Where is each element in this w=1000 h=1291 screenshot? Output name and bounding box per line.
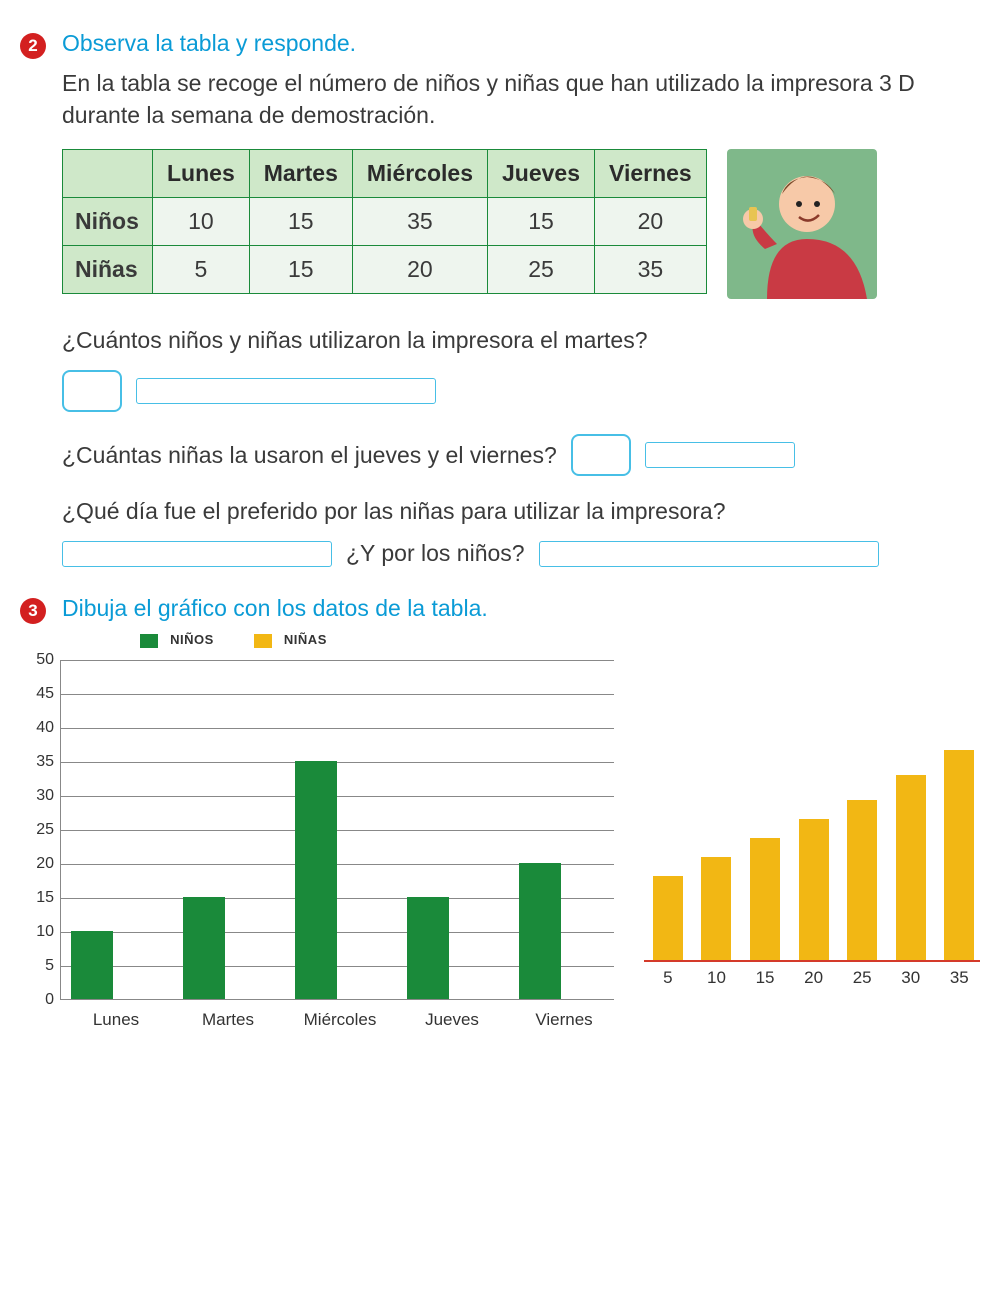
gridline <box>61 660 614 661</box>
table-row: Niños 10 15 35 15 20 <box>63 198 707 246</box>
table-cell: 15 <box>249 246 352 294</box>
main-bar-chart: 05101520253035404550LunesMartesMiércoles… <box>20 660 614 1040</box>
answer-box-long[interactable] <box>645 442 795 468</box>
exercise-header: 3 Dibuja el gráfico con los datos de la … <box>20 595 980 624</box>
gridline <box>61 796 614 797</box>
answer-row-1 <box>62 370 980 412</box>
answer-box-long[interactable] <box>62 541 332 567</box>
col-header: Miércoles <box>352 150 487 198</box>
question-3b: ¿Y por los niños? <box>346 540 525 567</box>
y-axis-label: 15 <box>20 889 54 907</box>
bar-ninos <box>519 863 561 999</box>
x-axis-label: 15 <box>756 968 775 988</box>
table-row: Niñas 5 15 20 25 35 <box>63 246 707 294</box>
boy-illustration <box>727 149 877 299</box>
reference-bar <box>847 800 877 960</box>
x-axis-label: Miércoles <box>304 1010 377 1030</box>
table-cell: 15 <box>249 198 352 246</box>
reference-bar <box>701 857 731 960</box>
legend-item-ninos: NIÑOS <box>140 632 214 648</box>
y-axis-label: 35 <box>20 753 54 771</box>
bar-ninos <box>295 761 337 999</box>
intro-paragraph: En la tabla se recoge el número de niños… <box>62 67 980 131</box>
exercise-number-badge: 3 <box>20 598 46 624</box>
y-axis-label: 10 <box>20 923 54 941</box>
legend-label: NIÑAS <box>284 632 327 647</box>
swatch-ninas <box>254 634 272 648</box>
chart-legend: NIÑOS NIÑAS <box>140 632 980 648</box>
y-axis-label: 20 <box>20 855 54 873</box>
gridline <box>61 762 614 763</box>
y-axis-label: 25 <box>20 821 54 839</box>
exercise-3: 3 Dibuja el gráfico con los datos de la … <box>20 595 980 1040</box>
x-axis-label: Lunes <box>93 1010 139 1030</box>
x-axis-label: 35 <box>950 968 969 988</box>
y-axis-label: 30 <box>20 787 54 805</box>
exercise-title: Observa la tabla y responde. <box>62 30 356 57</box>
table-container: Lunes Martes Miércoles Jueves Viernes Ni… <box>62 149 980 299</box>
x-axis-label: 25 <box>853 968 872 988</box>
x-axis-label: 5 <box>663 968 672 988</box>
chart-plot-area <box>60 660 614 1000</box>
bar-ninos <box>407 897 449 999</box>
answer-box-small[interactable] <box>571 434 631 476</box>
table-cell: 25 <box>488 246 595 294</box>
x-axis-label: 20 <box>804 968 823 988</box>
table-cell: 35 <box>352 198 487 246</box>
table-cell: 35 <box>595 246 707 294</box>
y-axis-label: 0 <box>20 991 54 1009</box>
reference-bar-chart: 5 10 15 20 25 30 35 <box>644 730 980 990</box>
answer-box-long[interactable] <box>136 378 436 404</box>
gridline <box>61 830 614 831</box>
reference-bar <box>653 876 683 960</box>
question-2: ¿Cuántas niñas la usaron el jueves y el … <box>62 438 557 473</box>
reference-bar <box>799 819 829 960</box>
charts-row: 05101520253035404550LunesMartesMiércoles… <box>20 660 980 1040</box>
table-cell: 10 <box>153 198 250 246</box>
col-header: Martes <box>249 150 352 198</box>
x-axis-label: Viernes <box>535 1010 592 1030</box>
reference-bar <box>896 775 926 960</box>
table-cell: 15 <box>488 198 595 246</box>
gridline <box>61 728 614 729</box>
col-header: Lunes <box>153 150 250 198</box>
reference-bar <box>944 750 974 960</box>
y-axis-label: 50 <box>20 651 54 669</box>
table-corner-cell <box>63 150 153 198</box>
legend-label: NIÑOS <box>170 632 214 647</box>
y-axis-label: 45 <box>20 685 54 703</box>
question-3: ¿Qué día fue el preferido por las niñas … <box>62 494 980 529</box>
data-table: Lunes Martes Miércoles Jueves Viernes Ni… <box>62 149 707 294</box>
swatch-ninos <box>140 634 158 648</box>
chart-baseline <box>644 960 980 962</box>
answer-row-3: ¿Y por los niños? <box>62 540 980 567</box>
legend-item-ninas: NIÑAS <box>254 632 327 648</box>
answer-box-small[interactable] <box>62 370 122 412</box>
bar-ninos <box>183 897 225 999</box>
table-cell: 5 <box>153 246 250 294</box>
bar-ninos <box>71 931 113 999</box>
table-header-row: Lunes Martes Miércoles Jueves Viernes <box>63 150 707 198</box>
question-2-row: ¿Cuántas niñas la usaron el jueves y el … <box>62 434 980 476</box>
col-header: Jueves <box>488 150 595 198</box>
y-axis-label: 40 <box>20 719 54 737</box>
col-header: Viernes <box>595 150 707 198</box>
reference-bar <box>750 838 780 960</box>
exercise-header: 2 Observa la tabla y responde. <box>20 30 980 59</box>
row-header: Niños <box>63 198 153 246</box>
y-axis-label: 5 <box>20 957 54 975</box>
table-cell: 20 <box>352 246 487 294</box>
gridline <box>61 694 614 695</box>
exercise-number-badge: 2 <box>20 33 46 59</box>
table-cell: 20 <box>595 198 707 246</box>
exercise-title: Dibuja el gráfico con los datos de la ta… <box>62 595 488 622</box>
exercise-2: 2 Observa la tabla y responde. En la tab… <box>20 30 980 567</box>
x-axis-label: 30 <box>901 968 920 988</box>
x-axis-label: Jueves <box>425 1010 479 1030</box>
x-axis-label: 10 <box>707 968 726 988</box>
x-axis-label: Martes <box>202 1010 254 1030</box>
row-header: Niñas <box>63 246 153 294</box>
question-1: ¿Cuántos niños y niñas utilizaron la imp… <box>62 323 980 358</box>
answer-box-long[interactable] <box>539 541 879 567</box>
